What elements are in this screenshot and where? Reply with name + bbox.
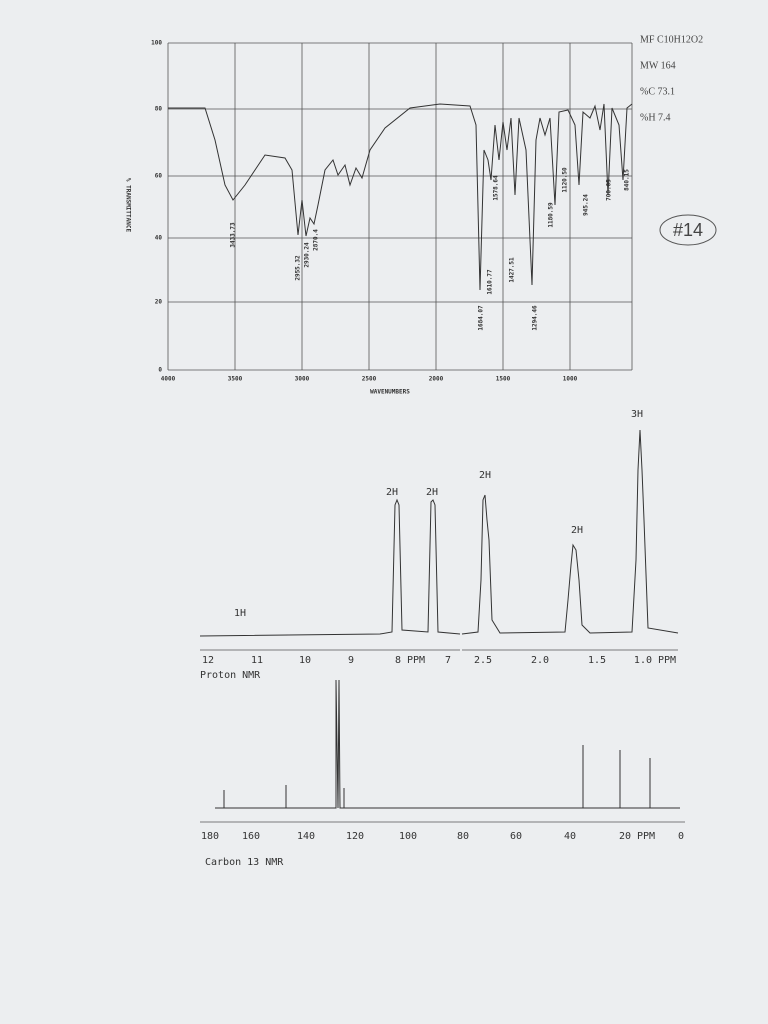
proton-tick-label: 1.5 bbox=[588, 655, 606, 666]
sample-number: #14 bbox=[673, 220, 703, 240]
ir-peak-label: 2870.4 bbox=[313, 229, 320, 251]
ir-peak-label: 1578.64 bbox=[493, 175, 500, 201]
integration-label: 2H bbox=[571, 525, 583, 536]
ir-peak-label: 840.15 bbox=[624, 169, 631, 191]
ir-peak-label: 3433.73 bbox=[230, 222, 237, 248]
ir-x-tick-label: 3500 bbox=[228, 376, 243, 383]
carbon-tick-label: 20 PPM bbox=[619, 831, 655, 842]
ir-y-tick-label: 80 bbox=[155, 106, 163, 113]
ir-x-tick-label: 2500 bbox=[362, 376, 377, 383]
carbon-trace bbox=[215, 679, 680, 809]
ir-peak-label: 1610.77 bbox=[487, 269, 494, 295]
proton-tick-label: 11 bbox=[251, 655, 263, 666]
sample-circle bbox=[659, 214, 717, 246]
ir-peak-label: 1684.07 bbox=[478, 305, 485, 331]
proton-tick-label: 8 PPM bbox=[395, 655, 425, 666]
ir-frame bbox=[167, 42, 633, 371]
carbon-tick-label: 140 bbox=[297, 831, 315, 842]
ir-peak-label: 1294.46 bbox=[532, 305, 539, 331]
proton-tick-label: 2.5 bbox=[474, 655, 492, 666]
ir-x-tick-label: 4000 bbox=[161, 376, 176, 383]
compound-mw: MW 164 bbox=[640, 60, 676, 71]
ir-x-tick-label: 3000 bbox=[295, 376, 310, 383]
ir-peak-label: 1120.50 bbox=[562, 167, 569, 193]
ir-peak-label: 700.05 bbox=[606, 179, 613, 201]
ir-trace bbox=[168, 103, 633, 291]
ir-x-title: WAVENUMBERS bbox=[370, 389, 410, 396]
ir-peak-label: 1427.51 bbox=[509, 257, 516, 283]
carbon-tick-label: 0 bbox=[678, 831, 684, 842]
carbon-caption: Carbon 13 NMR bbox=[205, 857, 284, 868]
compound-hydrogen: %H 7.4 bbox=[640, 112, 671, 123]
integration-label: 3H bbox=[631, 409, 643, 420]
integration-label: 2H bbox=[386, 487, 398, 498]
integration-label: 1H bbox=[234, 608, 246, 619]
carbon-tick-label: 40 bbox=[564, 831, 576, 842]
proton-trace-right bbox=[461, 429, 679, 635]
carbon-tick-label: 80 bbox=[457, 831, 469, 842]
ir-x-tick-label: 1000 bbox=[563, 376, 578, 383]
integration-label: 2H bbox=[426, 487, 438, 498]
ir-peak-label: 1180.59 bbox=[548, 202, 555, 228]
ir-peak-label: 945.24 bbox=[583, 194, 590, 216]
ir-y-tick-label: 40 bbox=[155, 235, 163, 242]
compound-carbon: %C 73.1 bbox=[640, 86, 675, 97]
proton-tick-label: 9 bbox=[348, 655, 354, 666]
compound-formula: MF C10H12O2 bbox=[640, 34, 703, 45]
proton-tick-label: 12 bbox=[202, 655, 214, 666]
ir-y-title: % TRANSMITTANCE bbox=[125, 178, 132, 233]
ir-y-tick-label: 100 bbox=[151, 40, 162, 47]
integration-label: 2H bbox=[479, 470, 491, 481]
ir-peak-label: 2930.24 bbox=[304, 242, 311, 268]
ir-x-tick-label: 2000 bbox=[429, 376, 444, 383]
carbon-tick-label: 160 bbox=[242, 831, 260, 842]
ir-y-tick-label: 60 bbox=[155, 173, 163, 180]
proton-tick-label: 7 bbox=[445, 655, 451, 666]
carbon-tick-label: 120 bbox=[346, 831, 364, 842]
proton-tick-label: 1.0 PPM bbox=[634, 655, 676, 666]
ir-peak-label: 2955.32 bbox=[295, 255, 302, 281]
proton-tick-label: 10 bbox=[299, 655, 311, 666]
carbon-tick-label: 60 bbox=[510, 831, 522, 842]
ir-y-tick-label: 20 bbox=[155, 299, 163, 306]
carbon-tick-label: 180 bbox=[201, 831, 219, 842]
proton-tick-label: 2.0 bbox=[531, 655, 549, 666]
proton-trace-left bbox=[199, 498, 461, 637]
ir-x-tick-label: 1500 bbox=[496, 376, 511, 383]
ir-y-tick-label: 0 bbox=[158, 367, 162, 374]
carbon-tick-label: 100 bbox=[399, 831, 417, 842]
proton-caption: Proton NMR bbox=[200, 670, 261, 681]
